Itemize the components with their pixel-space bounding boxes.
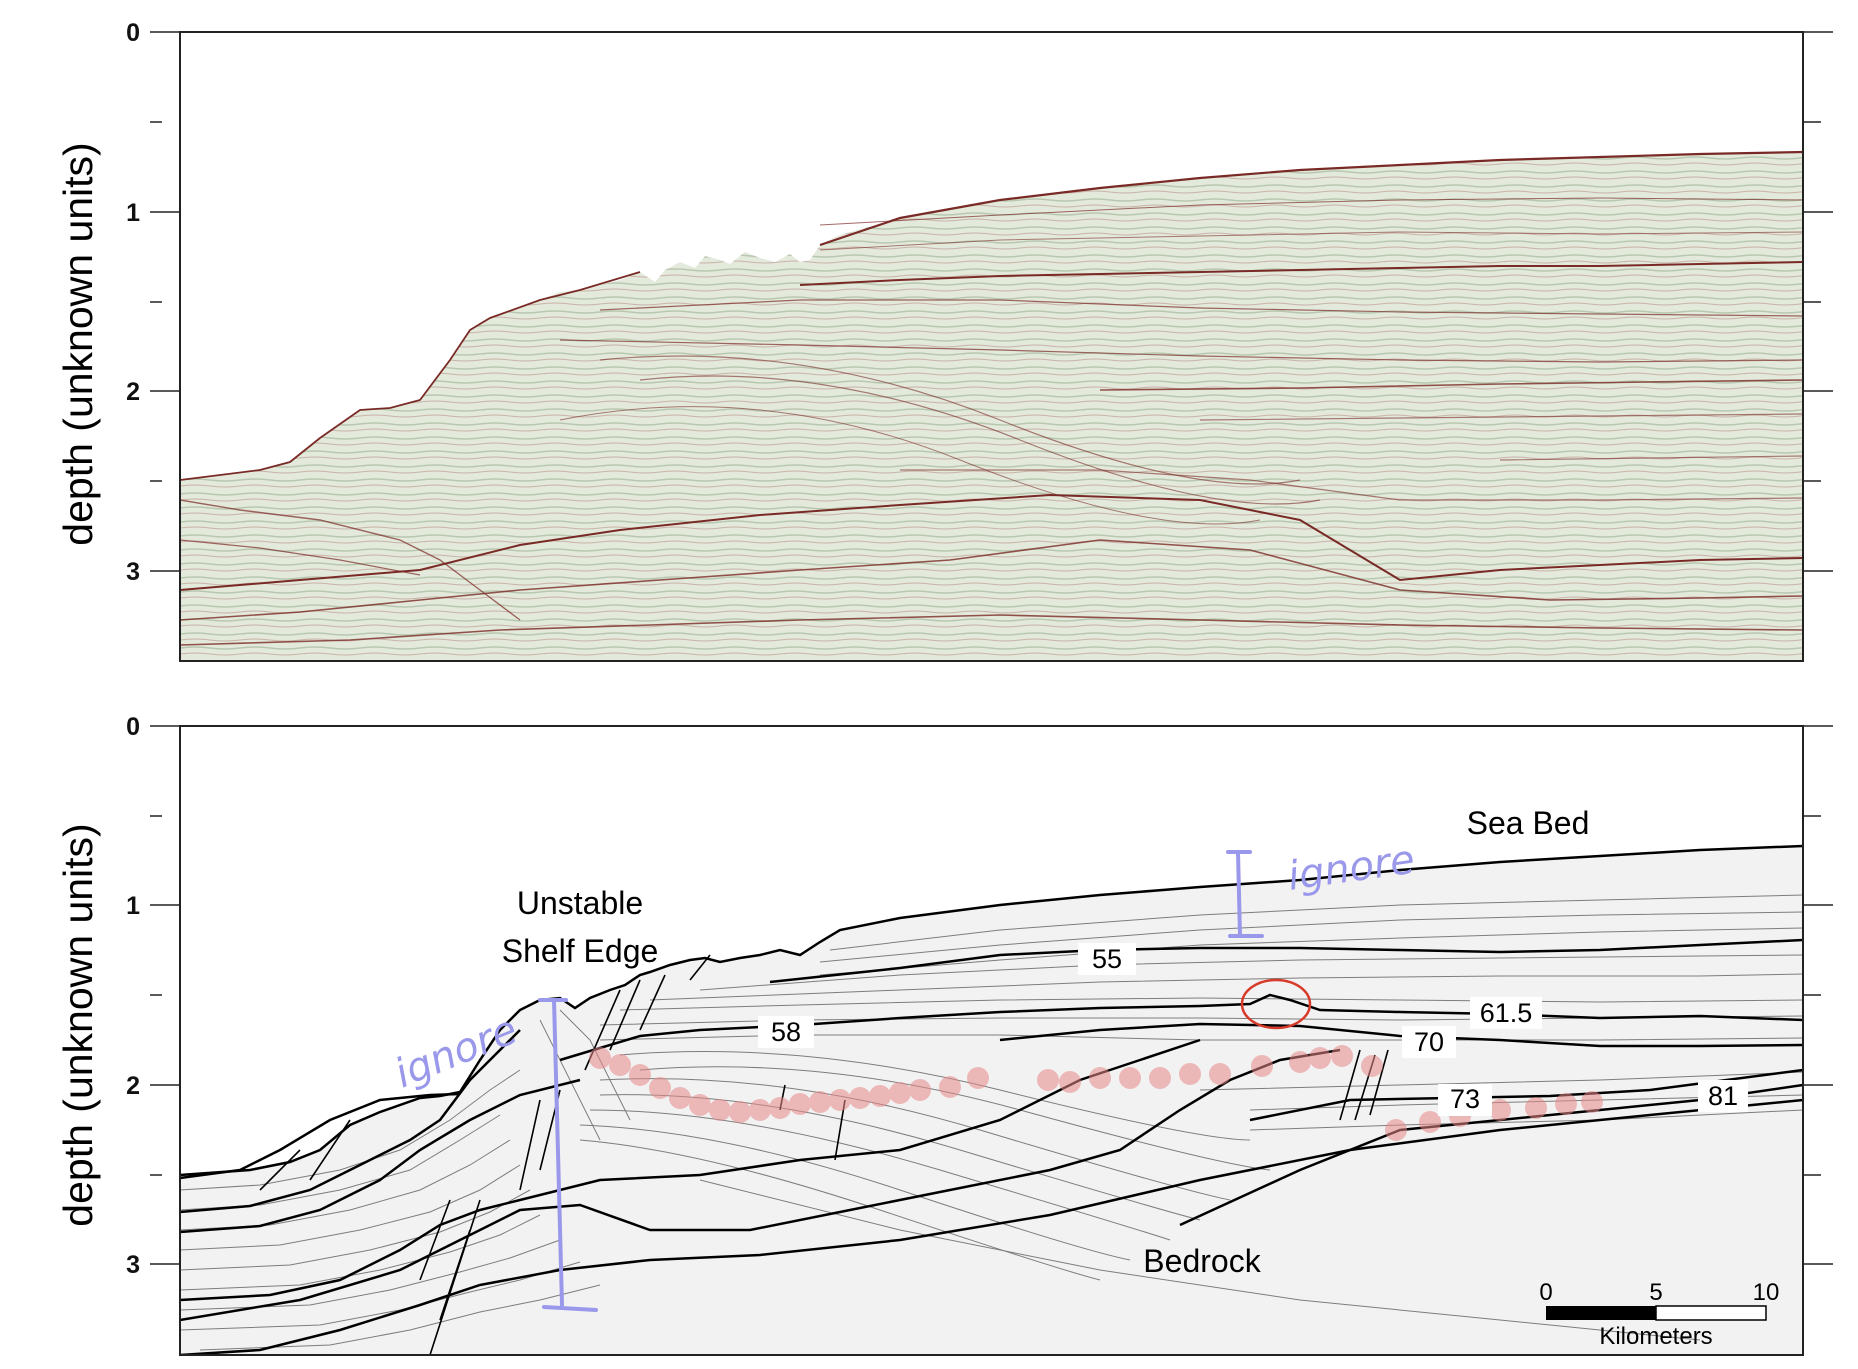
top-seismic-image — [180, 150, 1803, 661]
highlight-circle — [1240, 978, 1312, 1030]
scale-tick-5: 5 — [1649, 1279, 1662, 1306]
shelf-edge-label-2: Shelf Edge — [502, 933, 659, 969]
top-tick-0: 0 — [126, 19, 140, 47]
bottom-panel: depth (unknown units) — [55, 713, 1833, 1356]
top-y-label: depth (unknown units) — [55, 142, 101, 545]
top-tick-labels: 0 1 2 3 — [126, 19, 140, 586]
interpretation-drawing: 55 58 61.5 70 73 81 — [180, 844, 1803, 1355]
horizon-label-55: 55 — [1092, 944, 1122, 974]
bottom-frame — [179, 725, 1804, 1356]
bottom-tick-2: 2 — [126, 1072, 140, 1100]
horizon-label-73: 73 — [1450, 1084, 1480, 1114]
horizon-mid-thick — [180, 1029, 521, 1214]
region-labels: Sea Bed Unstable Shelf Edge Bedrock — [502, 805, 1590, 1279]
bottom-y-label: depth (unknown units) — [55, 823, 101, 1226]
bedrock-label: Bedrock — [1143, 1243, 1261, 1279]
scale-bar-white — [1655, 1305, 1767, 1321]
top-tick-1: 1 — [126, 199, 140, 227]
scale-tick-10: 10 — [1753, 1279, 1780, 1306]
sea-bed-line — [180, 844, 1803, 1177]
bottom-tick-1: 1 — [126, 892, 140, 920]
bottom-y-axis-label: depth (unknown units) — [55, 823, 101, 1226]
faults — [259, 954, 1389, 1355]
horizon-labels: 55 58 61.5 70 73 81 — [758, 943, 1748, 1116]
scale-bar: 0 5 10 Kilometers — [1539, 1279, 1779, 1350]
horizon-lower-c — [180, 1098, 1803, 1355]
bottom-tick-0: 0 — [126, 713, 140, 741]
top-reflectors — [180, 150, 1803, 646]
horizon-lower-b — [180, 1038, 1201, 1302]
top-tick-marks — [150, 31, 1833, 572]
ignore-bracket-top — [1226, 850, 1264, 938]
top-frame — [179, 31, 1804, 662]
bottom-tick-3: 3 — [126, 1251, 140, 1279]
horizon-73-line — [1249, 1068, 1803, 1122]
horizon-label-70: 70 — [1414, 1027, 1444, 1057]
sediment-body — [180, 846, 1803, 1355]
horizon-lower-a — [180, 1078, 581, 1234]
top-tick-3: 3 — [126, 558, 140, 586]
bottom-tick-labels: 0 1 2 3 — [126, 713, 140, 1279]
scale-bar-black — [1546, 1306, 1656, 1320]
horizon-upper-left — [180, 1092, 461, 1180]
bottom-tick-marks — [150, 725, 1833, 1265]
scale-unit: Kilometers — [1599, 1323, 1712, 1350]
horizon-label-81: 81 — [1708, 1081, 1738, 1111]
pink-markers — [589, 1045, 1603, 1141]
horizon-label-61-5: 61.5 — [1480, 998, 1533, 1028]
horizon-70-line — [999, 1022, 1803, 1048]
horizon-label-58: 58 — [771, 1017, 801, 1047]
top-y-axis-label: depth (unknown units) — [55, 142, 101, 545]
shelf-edge-label-1: Unstable — [517, 885, 643, 921]
top-seismic-body — [180, 152, 1803, 661]
top-tick-2: 2 — [126, 378, 140, 406]
ignore-bracket-left — [538, 998, 598, 1312]
horizon-55-line — [769, 938, 1803, 984]
scale-tick-0: 0 — [1539, 1279, 1552, 1306]
top-panel: depth (unknown units) — [55, 19, 1833, 662]
sea-bed-label: Sea Bed — [1467, 805, 1590, 841]
